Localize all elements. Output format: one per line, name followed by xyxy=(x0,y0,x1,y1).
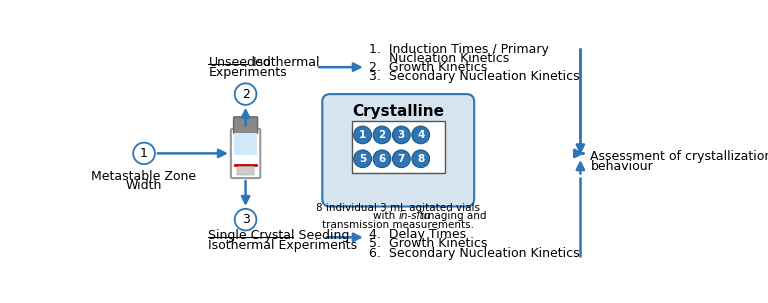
Circle shape xyxy=(373,150,391,168)
Text: behaviour: behaviour xyxy=(591,160,654,173)
Text: 1: 1 xyxy=(359,130,366,140)
Text: 2: 2 xyxy=(379,130,386,140)
Text: 3: 3 xyxy=(398,130,405,140)
Text: imaging and: imaging and xyxy=(419,211,487,221)
Text: Width: Width xyxy=(126,179,162,192)
Text: Isothermal: Isothermal xyxy=(249,56,319,68)
Text: with: with xyxy=(372,211,399,221)
Text: 5.  Growth Kinetics: 5. Growth Kinetics xyxy=(369,237,487,250)
Circle shape xyxy=(412,150,429,168)
FancyBboxPatch shape xyxy=(352,121,445,173)
Text: Assessment of crystallization: Assessment of crystallization xyxy=(591,150,768,163)
Text: 2: 2 xyxy=(242,88,250,101)
Circle shape xyxy=(392,126,410,144)
Text: transmission measurements.: transmission measurements. xyxy=(323,220,475,230)
Text: 5: 5 xyxy=(359,154,366,164)
Text: 8: 8 xyxy=(417,154,425,164)
FancyBboxPatch shape xyxy=(233,117,257,134)
Text: 4.  Delay Times: 4. Delay Times xyxy=(369,228,466,241)
Text: Single Crystal Seeding: Single Crystal Seeding xyxy=(208,229,349,242)
Text: in-situ: in-situ xyxy=(399,211,431,221)
Text: 3: 3 xyxy=(242,213,250,226)
Text: 6: 6 xyxy=(379,154,386,164)
Circle shape xyxy=(373,126,391,144)
Circle shape xyxy=(235,209,257,230)
Circle shape xyxy=(235,83,257,105)
Circle shape xyxy=(392,150,410,168)
Text: Experiments: Experiments xyxy=(208,66,287,78)
FancyBboxPatch shape xyxy=(323,94,474,207)
Text: Unseeded: Unseeded xyxy=(208,56,271,68)
Text: 1.  Induction Times / Primary: 1. Induction Times / Primary xyxy=(369,42,548,55)
Text: Isothermal Experiments: Isothermal Experiments xyxy=(208,239,357,252)
Text: 1: 1 xyxy=(140,147,148,160)
Text: 6.  Secondary Nucleation Kinetics: 6. Secondary Nucleation Kinetics xyxy=(369,247,579,260)
Circle shape xyxy=(354,126,372,144)
FancyBboxPatch shape xyxy=(231,129,260,178)
Text: 4: 4 xyxy=(417,130,425,140)
Text: Metastable Zone: Metastable Zone xyxy=(91,170,197,183)
Text: 8 individual 3 mL agitated vials: 8 individual 3 mL agitated vials xyxy=(316,203,480,213)
FancyBboxPatch shape xyxy=(237,166,254,175)
Circle shape xyxy=(354,150,372,168)
Text: 2.  Growth Kinetics: 2. Growth Kinetics xyxy=(369,61,487,74)
Text: Crystalline: Crystalline xyxy=(353,104,444,119)
Text: 3.  Secondary Nucleation Kinetics: 3. Secondary Nucleation Kinetics xyxy=(369,70,579,83)
Bar xyxy=(234,133,257,155)
Text: 7: 7 xyxy=(398,154,405,164)
Text: Nucleation Kinetics: Nucleation Kinetics xyxy=(369,52,509,65)
Circle shape xyxy=(133,143,155,164)
Circle shape xyxy=(412,126,429,144)
